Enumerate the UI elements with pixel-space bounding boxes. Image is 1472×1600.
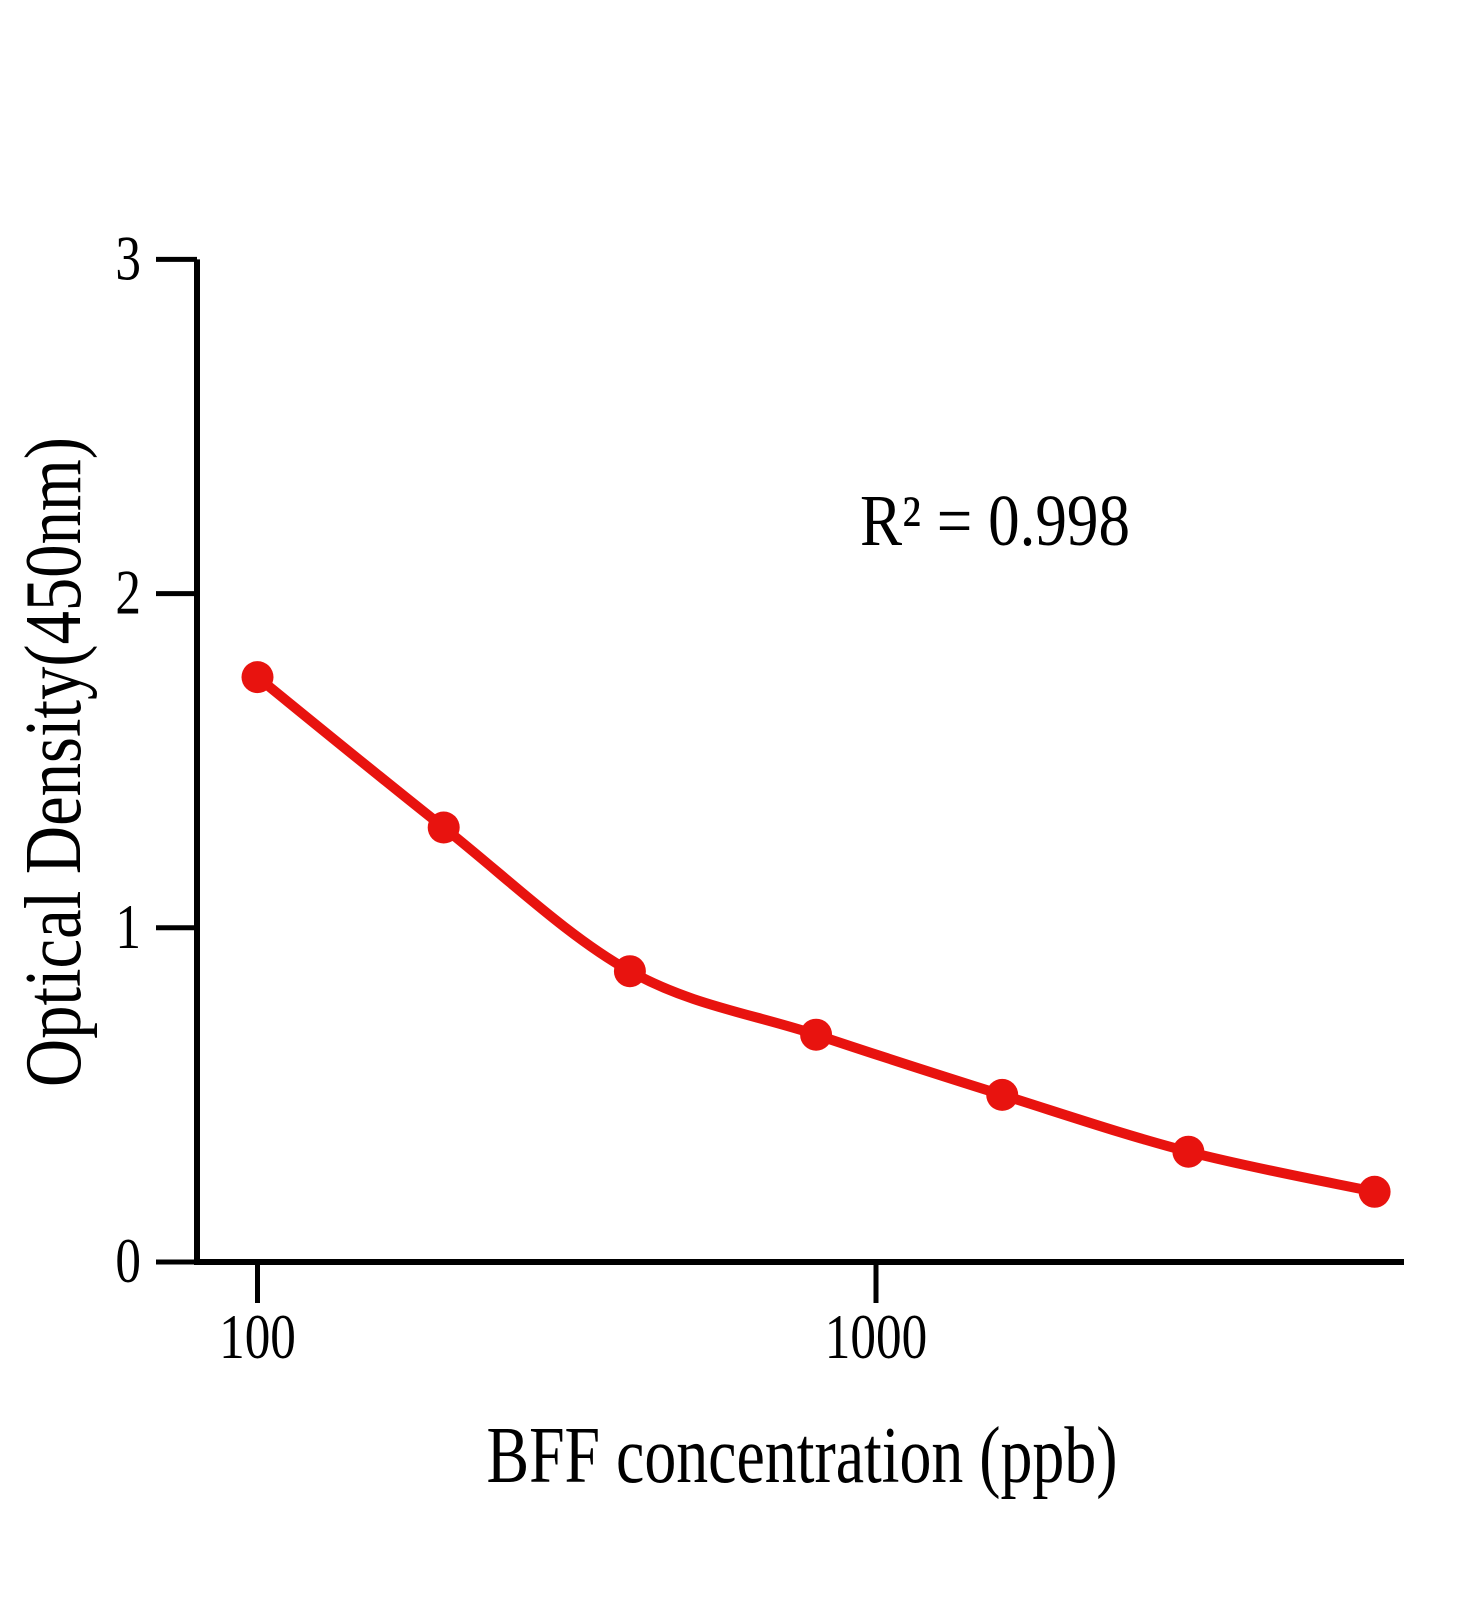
data-point-marker <box>1358 1175 1391 1208</box>
y-tick-label: 0 <box>115 1226 141 1296</box>
y-axis-title: Optical Density(450nm) <box>10 437 98 1087</box>
y-tick-label: 3 <box>115 223 141 293</box>
data-point-marker <box>427 811 460 844</box>
x-tick-label: 100 <box>219 1302 296 1372</box>
axis-ticks <box>156 256 879 1303</box>
r-squared-annotation: R² = 0.998 <box>860 480 1130 561</box>
data-point-marker <box>241 661 274 694</box>
data-point-marker <box>800 1018 833 1051</box>
data-point-marker <box>613 955 646 988</box>
y-tick-label: 1 <box>115 892 141 962</box>
data-series <box>241 661 1391 1208</box>
data-point-marker <box>986 1078 1019 1111</box>
axes <box>194 259 1404 1265</box>
y-tick-label: 2 <box>115 558 141 628</box>
data-point-marker <box>1172 1135 1205 1168</box>
axis-tick-labels: 0 1 2 3 100 1000 <box>115 223 927 1372</box>
x-axis-title: BFF concentration (ppb) <box>487 1412 1118 1500</box>
x-tick-label: 1000 <box>825 1302 927 1372</box>
trendline-curve <box>252 672 1380 1197</box>
